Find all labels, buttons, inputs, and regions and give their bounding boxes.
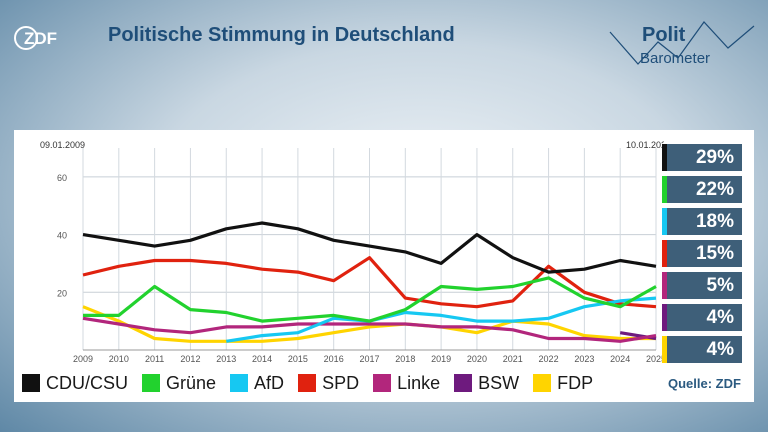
brand-line1: Polit bbox=[642, 24, 686, 46]
series-line bbox=[82, 316, 657, 343]
x-tick-label: 2015 bbox=[288, 354, 308, 364]
value-badge: 22% bbox=[662, 176, 742, 203]
legend-swatch bbox=[298, 374, 317, 392]
badge-swatch bbox=[662, 336, 667, 363]
x-tick-label: 2013 bbox=[216, 354, 236, 364]
value-badge: 5% bbox=[662, 272, 742, 299]
series-line bbox=[82, 305, 656, 343]
legend-label: BSW bbox=[478, 372, 520, 393]
x-tick-label: 2017 bbox=[359, 354, 379, 364]
page-title: Politische Stimmung in Deutschland bbox=[108, 24, 455, 46]
x-tick-label: 2009 bbox=[73, 354, 93, 364]
x-tick-label: 2021 bbox=[503, 354, 523, 364]
logo-text: ZDF bbox=[24, 29, 57, 48]
value-badge: 18% bbox=[662, 208, 742, 235]
x-tick-label: 2022 bbox=[539, 354, 559, 364]
legend-swatch bbox=[533, 374, 552, 392]
start-date-label: 09.01.2009 bbox=[40, 140, 85, 150]
badge-swatch bbox=[662, 176, 667, 203]
legend-label: FDP bbox=[557, 372, 594, 393]
series-line bbox=[82, 221, 657, 274]
badge-swatch bbox=[662, 208, 667, 235]
line-chart: 20 40 60 2009 2010 2011 2012 2013 2014 2015 2016 20… bbox=[40, 140, 664, 364]
legend: CDU/CSU Grüne AfD SPD Linke BSW FDP bbox=[14, 366, 618, 400]
legend-swatch bbox=[142, 374, 161, 392]
x-tick-label: 2024 bbox=[610, 354, 630, 364]
politbarometer-brand: Polit Barometer bbox=[608, 18, 756, 76]
zigzag-icon bbox=[609, 21, 755, 65]
y-tick-label: 60 bbox=[57, 173, 67, 183]
x-tick-label: 2025 bbox=[646, 354, 664, 364]
chart-panel bbox=[14, 130, 754, 402]
badge-value: 4% bbox=[706, 307, 734, 328]
legend-swatch bbox=[230, 374, 249, 392]
x-tick-label: 2014 bbox=[252, 354, 272, 364]
badge-value: 4% bbox=[706, 339, 734, 360]
value-badge: 4% bbox=[662, 336, 742, 363]
legend-label: AfD bbox=[254, 372, 285, 393]
legend-swatch bbox=[373, 374, 392, 392]
value-badge: 4% bbox=[662, 304, 742, 331]
legend-label: Grüne bbox=[166, 372, 217, 393]
legend-item: FDP bbox=[533, 373, 593, 394]
badge-value: 29% bbox=[695, 147, 734, 168]
x-tick-label: 2023 bbox=[574, 354, 594, 364]
badge-value: 22% bbox=[695, 179, 734, 200]
y-tick-label: 40 bbox=[57, 231, 67, 241]
x-tick-label: 2012 bbox=[180, 354, 200, 364]
legend-item: AfD bbox=[230, 373, 284, 394]
legend-item: SPD bbox=[298, 373, 359, 394]
series-line bbox=[82, 256, 657, 309]
zdf-logo: ZDF bbox=[14, 26, 57, 50]
x-tick-label: 2019 bbox=[431, 354, 451, 364]
source-label: Quelle: ZDF bbox=[668, 376, 741, 391]
value-badge: 15% bbox=[662, 240, 742, 267]
brand-line2: Barometer bbox=[640, 50, 711, 67]
value-badge: 29% bbox=[662, 144, 742, 171]
badge-swatch bbox=[662, 144, 667, 171]
x-tick-label: 2016 bbox=[324, 354, 344, 364]
badge-value: 18% bbox=[695, 211, 734, 232]
legend-swatch bbox=[22, 374, 40, 392]
y-tick-label: 20 bbox=[57, 288, 67, 298]
legend-item: Grüne bbox=[142, 373, 216, 394]
legend-item: CDU/CSU bbox=[22, 373, 128, 394]
legend-label: Linke bbox=[397, 372, 441, 393]
x-tick-label: 2011 bbox=[145, 354, 164, 364]
legend-label: SPD bbox=[322, 372, 360, 393]
x-tick-label: 2010 bbox=[109, 354, 129, 364]
badge-swatch bbox=[662, 304, 667, 331]
end-date-label: 10.01.2025 bbox=[626, 140, 664, 150]
x-tick-label: 2018 bbox=[395, 354, 415, 364]
badge-value: 5% bbox=[706, 275, 734, 296]
badge-swatch bbox=[662, 240, 667, 267]
legend-item: Linke bbox=[373, 373, 440, 394]
legend-swatch bbox=[454, 374, 473, 392]
series-line bbox=[83, 276, 657, 323]
legend-label: CDU/CSU bbox=[46, 372, 129, 393]
x-tick-label: 2020 bbox=[467, 354, 487, 364]
legend-item: BSW bbox=[454, 373, 519, 394]
badge-swatch bbox=[662, 272, 667, 299]
series-line bbox=[226, 296, 657, 343]
badge-value: 15% bbox=[695, 243, 734, 264]
